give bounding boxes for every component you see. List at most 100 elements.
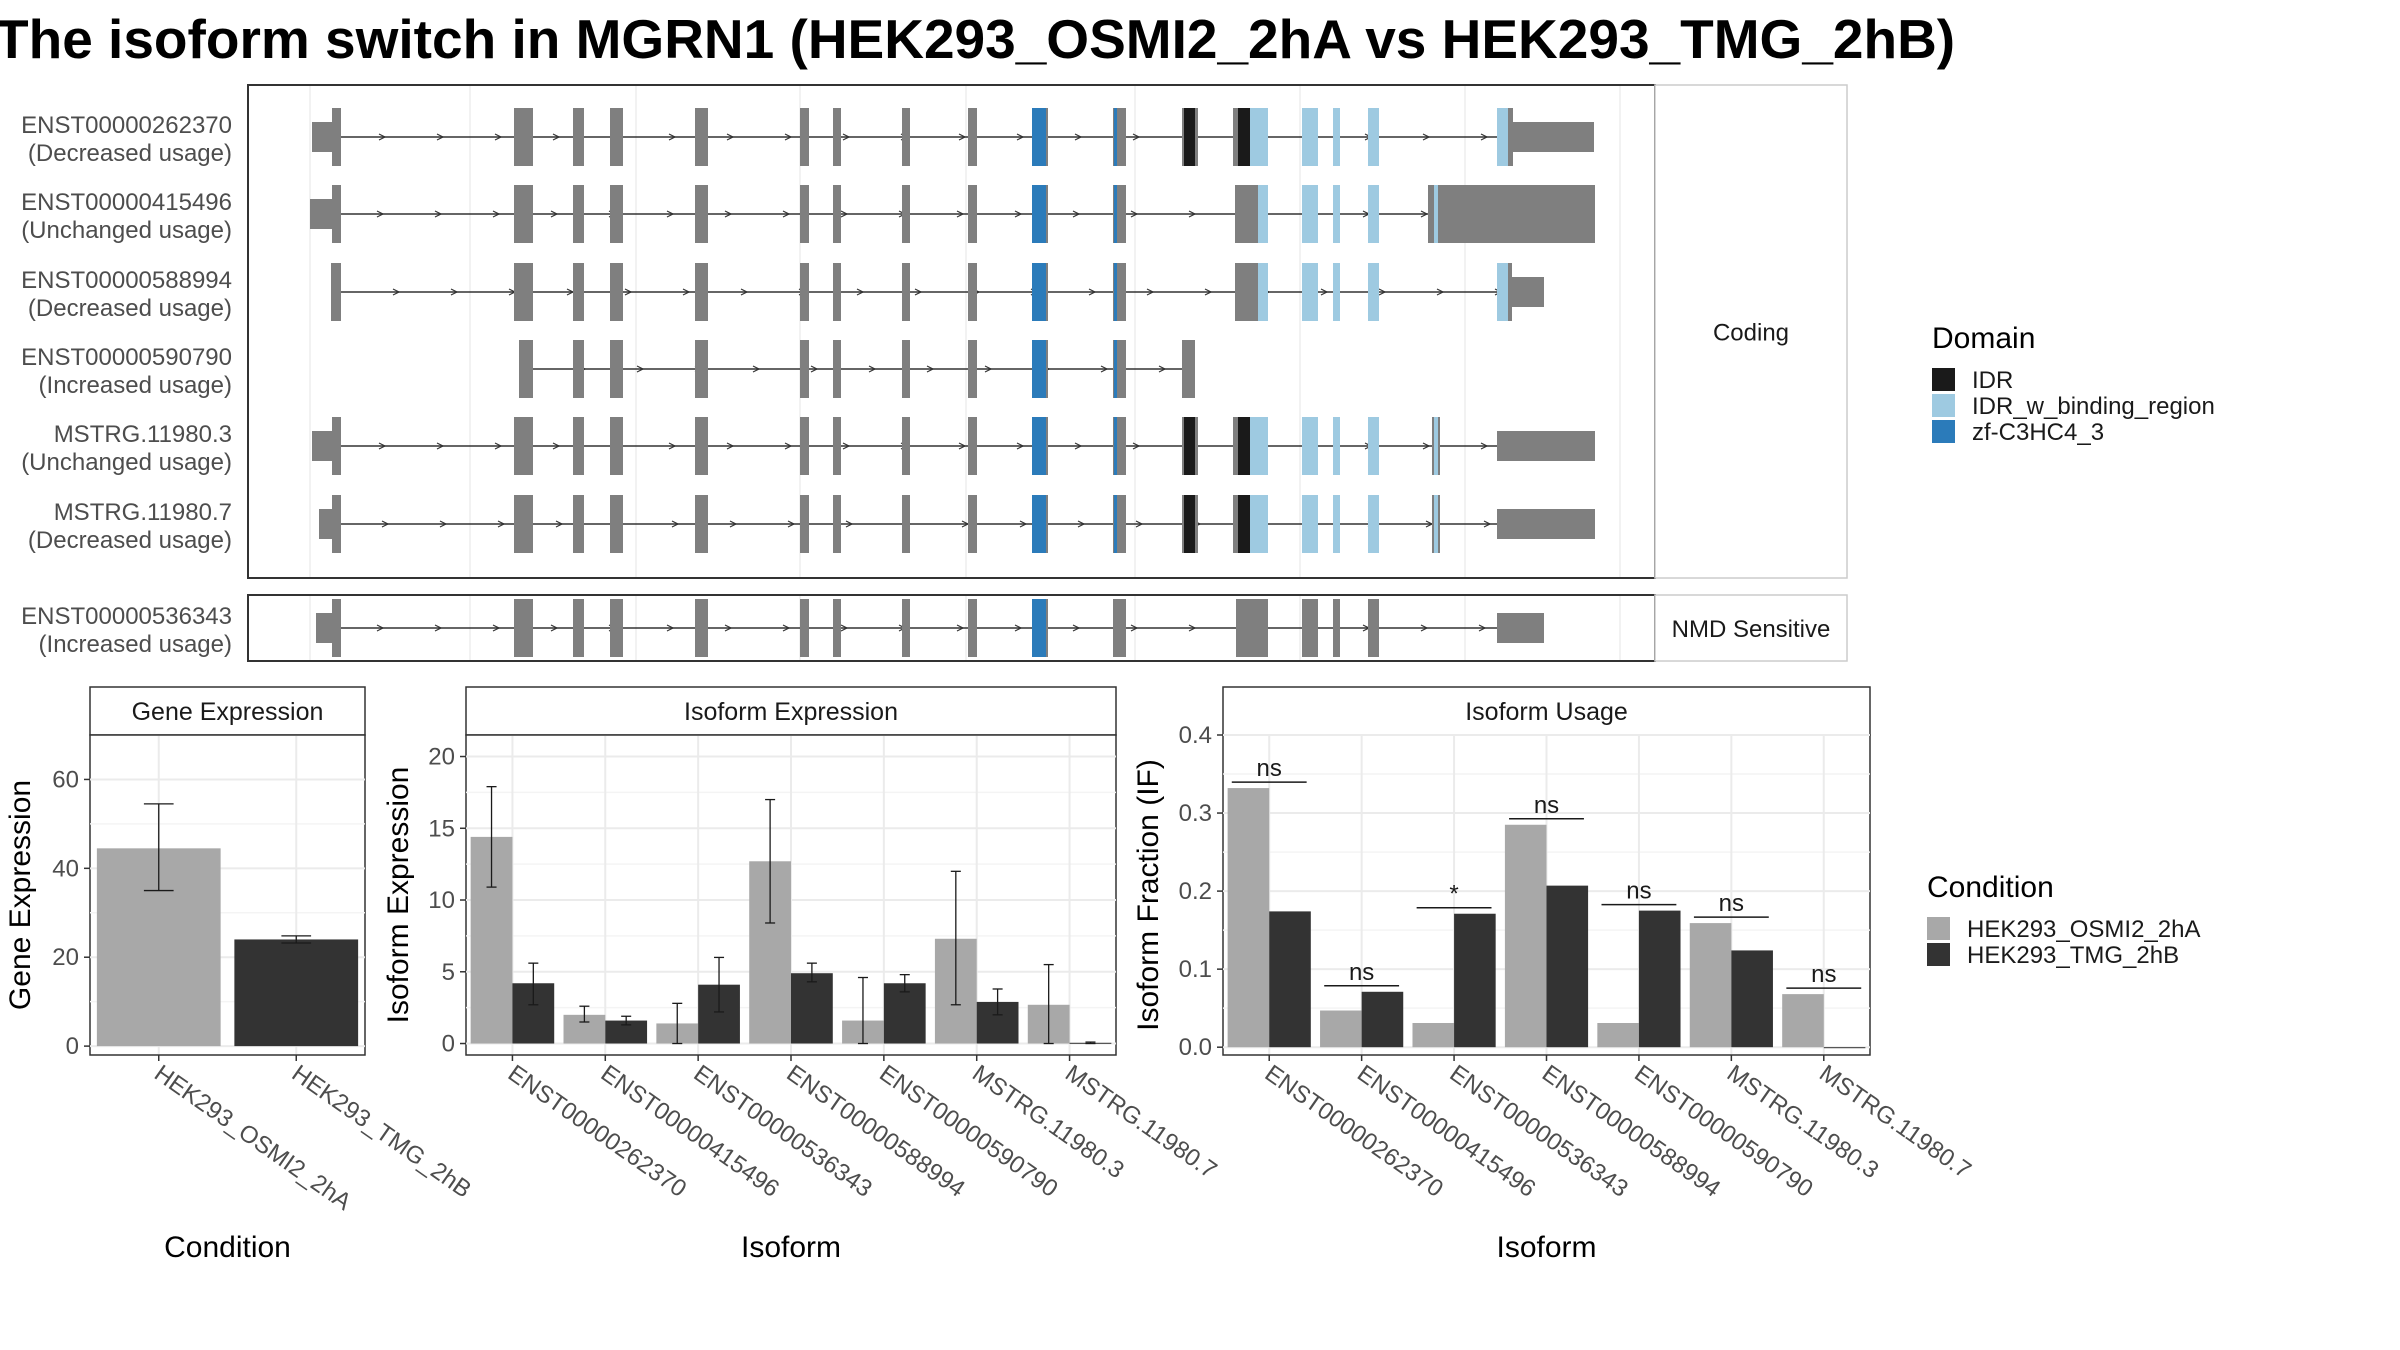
intron-arrow xyxy=(682,288,691,296)
intron-arrow xyxy=(845,520,854,528)
exon-block xyxy=(833,599,841,657)
exon-block xyxy=(968,417,977,475)
exon-block xyxy=(968,185,977,243)
exon-block xyxy=(800,108,809,166)
domain-block-idr-w-binding-region xyxy=(1302,185,1318,243)
expression-charts: Gene Expression0204060HEK293_OSMI2_2hAHE… xyxy=(4,686,1976,1264)
intron-arrow xyxy=(724,210,733,218)
utr-block xyxy=(1497,509,1595,539)
y-tick-label: 0 xyxy=(442,1031,455,1058)
transcript-id-label: ENST00000536343 xyxy=(21,603,232,630)
transcript-usage-label: (Decreased usage) xyxy=(28,527,232,554)
domain-block-idr-w-binding-region xyxy=(1368,495,1379,553)
exon-block xyxy=(514,495,533,553)
intron-arrow xyxy=(784,133,793,141)
exon-block xyxy=(610,417,623,475)
intron-arrow xyxy=(1074,442,1083,450)
intron-arrow xyxy=(668,442,677,450)
exon-block xyxy=(833,185,841,243)
exon-block xyxy=(800,495,809,553)
exon-block xyxy=(573,599,584,657)
significance-marker: * xyxy=(1416,881,1492,909)
transcript-id-label: ENST00000262370 xyxy=(21,112,232,139)
intron-arrow xyxy=(842,442,851,450)
domain-legend-label: IDR xyxy=(1972,367,2013,394)
utr-block xyxy=(312,122,332,152)
domain-block-idr-w-binding-region xyxy=(1497,108,1508,166)
bar xyxy=(1269,911,1311,1048)
transcript-usage-label: (Unchanged usage) xyxy=(21,217,232,244)
significance-marker: ns xyxy=(1786,961,1862,989)
transcript-row: MSTRG.11980.7(Decreased usage) xyxy=(28,495,1595,554)
intron-arrow xyxy=(956,210,965,218)
utr-block xyxy=(1512,277,1544,307)
intron-arrow xyxy=(1422,442,1431,450)
exon-block xyxy=(332,185,341,243)
intron-arrow xyxy=(436,442,445,450)
utr-block xyxy=(312,431,332,461)
bar xyxy=(791,973,833,1044)
exon-block xyxy=(800,417,809,475)
error-bar xyxy=(765,798,776,924)
bar xyxy=(1504,824,1547,1048)
intron-arrow xyxy=(1088,288,1097,296)
intron-arrow xyxy=(726,133,735,141)
significance-label: ns xyxy=(1719,890,1744,917)
x-axis-title: Condition xyxy=(164,1231,291,1264)
domain-block-zf-c3hc4-3 xyxy=(1032,599,1046,657)
exon-block xyxy=(695,108,708,166)
error-bar xyxy=(528,962,539,1006)
error-bar xyxy=(950,870,961,1006)
transcript-usage-label: (Increased usage) xyxy=(39,631,232,658)
exon-block xyxy=(1235,185,1262,243)
transcript-id-label: ENST00000590790 xyxy=(21,344,232,371)
y-tick-label: 15 xyxy=(428,815,455,842)
intron-arrow xyxy=(729,520,738,528)
bar xyxy=(1546,885,1589,1048)
domain-block-zf-c3hc4-3 xyxy=(1114,185,1117,243)
intron-arrow xyxy=(1100,365,1109,373)
bar xyxy=(1227,788,1270,1048)
y-tick-label: 5 xyxy=(442,959,455,986)
intron-arrow xyxy=(914,288,923,296)
transcript-usage-label: (Increased usage) xyxy=(39,372,232,399)
exon-block xyxy=(695,340,708,398)
transcript-usage-label: (Decreased usage) xyxy=(28,295,232,322)
y-tick-label: 0.4 xyxy=(1179,722,1212,749)
y-tick-label: 20 xyxy=(428,744,455,771)
structure-panel xyxy=(247,84,1656,579)
condition-legend-swatch xyxy=(1927,943,1950,966)
intron-arrow xyxy=(450,288,459,296)
exon-block xyxy=(514,417,533,475)
intron-arrow xyxy=(1204,288,1213,296)
bar xyxy=(1689,923,1732,1048)
exon-block xyxy=(902,108,910,166)
intron-arrow xyxy=(378,133,387,141)
exon-block xyxy=(519,340,533,398)
exon-block xyxy=(968,108,977,166)
exon-block xyxy=(800,599,809,657)
intron-arrow xyxy=(494,133,503,141)
exon-block xyxy=(331,263,341,321)
domain-block-idr-w-binding-region xyxy=(1368,417,1379,475)
transcript-id-label: ENST00000588994 xyxy=(21,267,232,294)
domain-block-idr-w-binding-region xyxy=(1434,185,1438,243)
utr-block xyxy=(1497,613,1544,643)
intron-arrow xyxy=(494,442,503,450)
intron-arrow xyxy=(381,520,390,528)
domain-block-idr-w-binding-region xyxy=(1368,185,1379,243)
intron-arrow xyxy=(840,624,849,632)
error-bar xyxy=(621,1015,632,1026)
domain-block-zf-c3hc4-3 xyxy=(1032,495,1046,553)
domain-block-idr xyxy=(1184,495,1195,553)
domain-block-idr-w-binding-region xyxy=(1258,185,1268,243)
y-tick-label: 20 xyxy=(52,944,79,971)
exon-block xyxy=(1113,599,1126,657)
domain-block-idr-w-binding-region xyxy=(1333,417,1340,475)
error-bar xyxy=(806,962,817,983)
significance-marker: ns xyxy=(1693,890,1769,918)
significance-label: * xyxy=(1449,881,1458,908)
exon-block xyxy=(610,263,623,321)
exon-block xyxy=(1333,599,1340,657)
